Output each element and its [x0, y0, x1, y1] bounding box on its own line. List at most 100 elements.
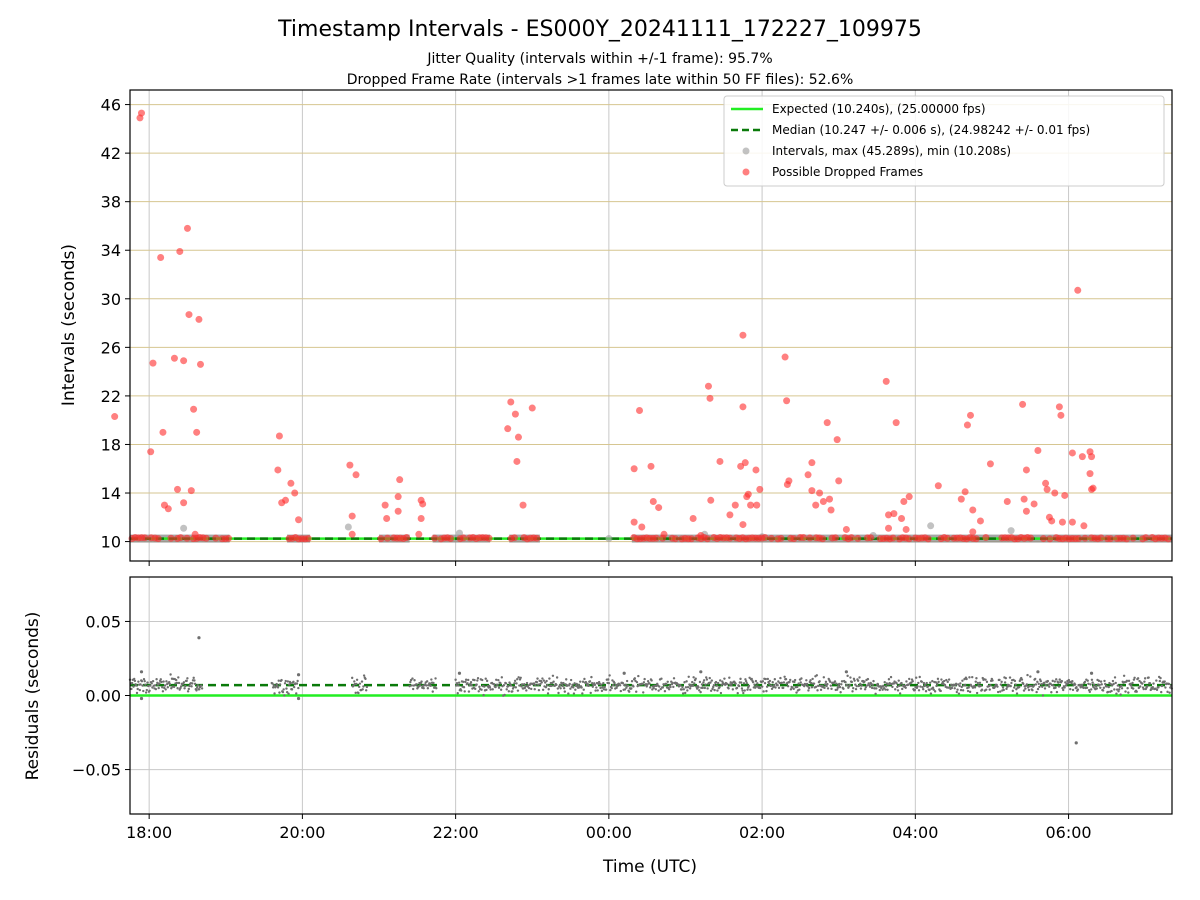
residual-point [282, 688, 285, 691]
residual-point [478, 685, 481, 689]
residual-point [945, 678, 948, 682]
residual-point [588, 680, 592, 683]
residual-point [1070, 681, 1073, 685]
residual-point [582, 688, 585, 691]
residual-point [682, 688, 686, 691]
residual-point [571, 683, 574, 687]
residual-point [701, 686, 704, 690]
residual-point [272, 684, 276, 687]
legend-median-label: Median (10.247 +/- 0.006 s), (24.98242 +… [772, 123, 1090, 137]
residual-point [502, 684, 506, 687]
residual-point [846, 674, 849, 678]
residual-point [929, 692, 933, 695]
residual-point [1010, 681, 1013, 685]
residual-point [1143, 680, 1146, 683]
residual-point [741, 689, 744, 692]
residual-outlier-point [844, 670, 848, 674]
dropped-frame-point [739, 403, 747, 411]
residual-point [271, 686, 275, 689]
dropped-frame-point [957, 495, 965, 503]
dropped-frame-point [1088, 453, 1096, 461]
residual-point [601, 686, 604, 689]
residual-point [594, 689, 597, 692]
residual-point [663, 690, 667, 693]
residual-point [637, 674, 640, 678]
intervals-ticks: 10 14 18 22 26 30 34 38 42 46 [101, 96, 1070, 566]
residual-point [825, 684, 828, 688]
residual-point [985, 680, 989, 684]
residual-point [702, 681, 705, 684]
residual-point [525, 689, 528, 692]
residual-point [955, 690, 959, 694]
residual-point [1034, 677, 1037, 681]
residual-point [716, 689, 719, 692]
residual-point [957, 683, 960, 686]
residual-point [175, 678, 178, 682]
dropped-frame-point [649, 498, 657, 506]
residual-point [143, 679, 146, 683]
residual-point [271, 682, 274, 685]
dropped-frame-point [1068, 449, 1076, 457]
residual-point [936, 677, 940, 681]
residual-point [185, 679, 188, 683]
residual-point [515, 682, 518, 685]
residual-point [1076, 688, 1080, 691]
residual-point [749, 688, 752, 691]
residual-point [164, 688, 167, 691]
residual-point [514, 686, 518, 689]
residual-point [1029, 684, 1033, 688]
dropped-frame-point [885, 511, 893, 519]
dropped-frame-point [1074, 286, 1082, 294]
residual-point [764, 677, 767, 681]
residual-point [710, 679, 714, 682]
residual-point [1073, 683, 1077, 686]
residual-point [1067, 678, 1071, 682]
dropped-frame-point [1022, 507, 1030, 515]
residual-point [523, 683, 526, 686]
residual-point [848, 683, 851, 687]
residual-point [897, 679, 900, 682]
residual-point [810, 681, 813, 685]
residual-point [469, 681, 473, 684]
residual-point [1132, 687, 1135, 690]
dropped-frame-point [1003, 498, 1011, 506]
residual-point [1155, 688, 1159, 692]
residual-point [836, 686, 840, 689]
residual-point [546, 692, 550, 695]
dropped-frame-point [377, 535, 385, 543]
residual-point [278, 683, 282, 686]
residual-point [753, 683, 756, 686]
residual-point [872, 679, 875, 683]
residual-point [1167, 682, 1171, 686]
residual-point [762, 690, 765, 693]
residual-point [1101, 689, 1105, 692]
residual-point [1013, 679, 1017, 683]
residual-point [523, 686, 527, 690]
residual-point [858, 676, 861, 679]
residual-point [1057, 681, 1060, 684]
residual-point [463, 690, 466, 693]
residual-point [537, 683, 540, 686]
residual-point [1159, 676, 1162, 680]
residual-point [481, 678, 484, 682]
residual-point [854, 683, 857, 686]
dropped-frame-point [752, 466, 760, 474]
residual-point [793, 678, 797, 682]
dropped-frame-point [831, 534, 839, 542]
residual-point [829, 684, 833, 687]
dropped-frame-point [687, 535, 695, 543]
residual-point [705, 678, 709, 681]
residual-point [1034, 683, 1038, 686]
residual-point [186, 690, 190, 693]
residual-point [1041, 694, 1045, 697]
residual-point [1119, 693, 1122, 696]
residual-point [645, 685, 648, 688]
residual-point [563, 690, 567, 693]
residual-point [740, 687, 744, 690]
residual-point [555, 676, 559, 679]
residual-point [159, 678, 162, 681]
residual-point [822, 676, 826, 679]
residual-point [916, 685, 919, 688]
dropped-frame-point [1051, 489, 1059, 497]
residual-point [956, 688, 959, 691]
